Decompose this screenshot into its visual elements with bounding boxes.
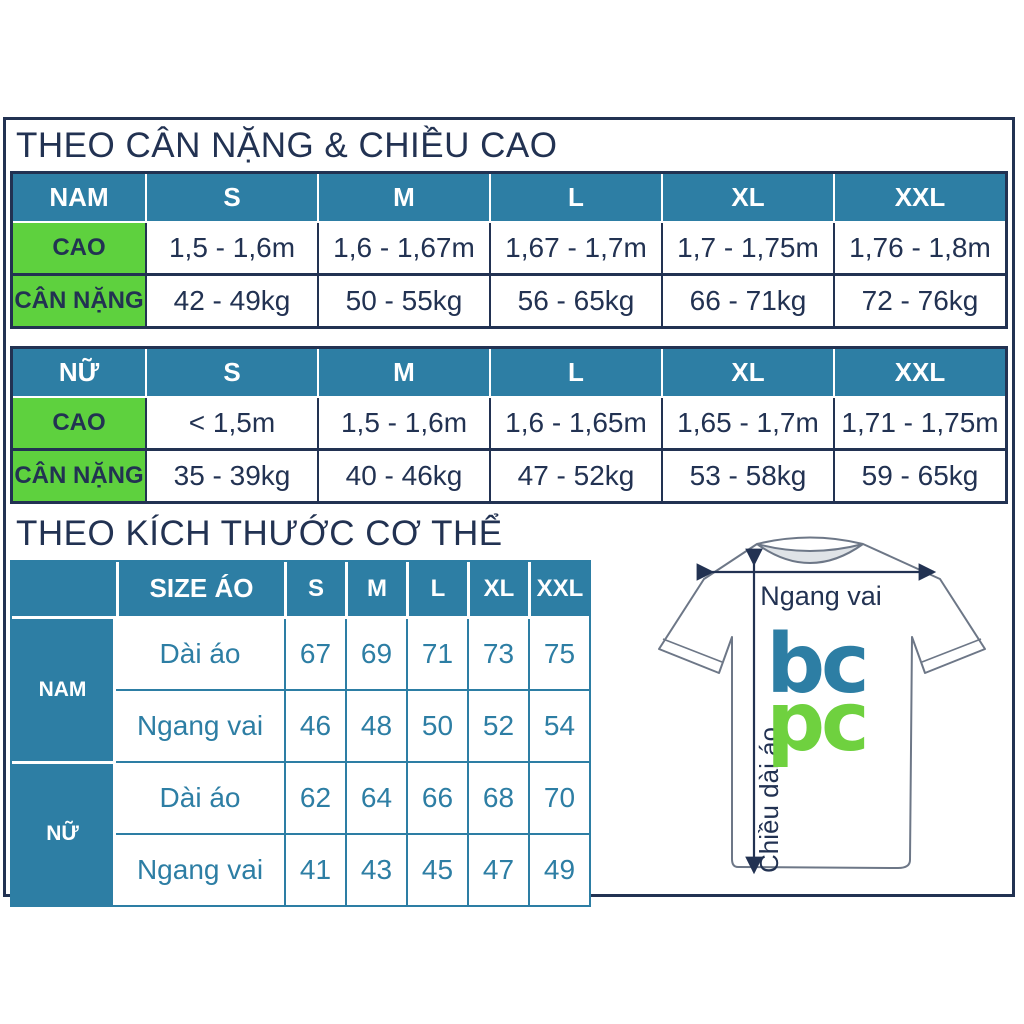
table-row: NAM Dài áo 67 69 71 73 75 [12, 618, 589, 761]
table-row: NỮ Dài áo 62 64 66 68 70 [12, 760, 589, 905]
size-header-cell: XL [467, 561, 528, 619]
value-cell: 43 [345, 832, 406, 905]
value-cell: 75 [528, 618, 589, 689]
tshirt-diagram: Ngang vai Chiều dài áo bc pc [638, 522, 1014, 896]
body-size-table: SIZE ÁO S M L XL XXL NAM Dài áo 67 69 71 73 75 Ngang… [10, 559, 591, 907]
value-cell: 1,7 - 1,75m [661, 223, 833, 274]
value-cell: 73 [467, 618, 528, 689]
size-header-cell: M [317, 174, 489, 224]
section-title-body-size: THEO KÍCH THƯỚC CƠ THỂ [16, 514, 503, 554]
value-cell: 1,6 - 1,65m [489, 398, 661, 449]
value-cell: 68 [467, 760, 528, 833]
bcpc-logo: bc pc [766, 617, 869, 770]
size-header-cell: L [406, 561, 467, 619]
value-cell: 53 - 58kg [661, 448, 833, 502]
value-cell: 66 - 71kg [661, 273, 833, 327]
table-row: CÂN NẶNG 35 - 39kg 40 - 46kg 47 - 52kg 53 - … [13, 448, 1005, 502]
left-cuff-line [662, 638, 723, 663]
value-cell: 1,6 - 1,67m [317, 223, 489, 274]
size-ao-header-cell: SIZE ÁO [116, 561, 284, 619]
value-cell: 67 [284, 618, 345, 689]
value-cell: 42 - 49kg [145, 273, 317, 327]
value-cell: 62 [284, 760, 345, 833]
group-label-cell: NỮ [12, 760, 116, 905]
value-cell: 47 - 52kg [489, 448, 661, 502]
size-header-cell: S [145, 174, 317, 224]
shoulder-label: Ngang vai [760, 581, 882, 611]
value-cell: < 1,5m [145, 398, 317, 449]
size-header-cell: L [489, 174, 661, 224]
measure-label-cell: Dài áo [116, 760, 284, 833]
corner-cell [12, 561, 116, 619]
logo-line-bc: bc [766, 617, 865, 712]
value-cell: 1,65 - 1,7m [661, 398, 833, 449]
length-label: Chiều dài áo [754, 727, 784, 873]
row-label-cell: CAO [13, 223, 145, 274]
value-cell: 1,5 - 1,6m [317, 398, 489, 449]
row-label-cell: CÂN NẶNG [13, 273, 145, 327]
measure-label-cell: Dài áo [159, 637, 241, 669]
size-header-cell: M [345, 561, 406, 619]
size-header-cell: S [284, 561, 345, 619]
size-header-cell: XXL [833, 174, 1005, 224]
size-header-cell: L [489, 349, 661, 399]
value-cell: 50 - 55kg [317, 273, 489, 327]
group-label-cell: NAM [12, 618, 116, 761]
size-header-cell: XXL [833, 349, 1005, 399]
measure-label-cell: Ngang vai [116, 832, 284, 905]
value-cell: 40 - 46kg [317, 448, 489, 502]
value-cell: 49 [528, 832, 589, 905]
size-header-cell: XL [661, 174, 833, 224]
size-chart-panel: THEO CÂN NẶNG & CHIỀU CAO NAM S M L XL XXL CA… [3, 117, 1015, 907]
size-header-cell: S [145, 349, 317, 399]
group-header-cell: NAM [13, 174, 145, 224]
value-cell: 66 [406, 760, 467, 833]
table-row: CAO < 1,5m 1,5 - 1,6m 1,6 - 1,65m 1,65 - 1,7… [13, 398, 1005, 449]
women-height-weight-table: NỮ S M L XL XXL CAO < 1,5m 1,5 - 1,6m 1,6 - 1,65… [10, 346, 1008, 505]
value-cell: 64 [345, 760, 406, 833]
tshirt-illustration: Ngang vai Chiều dài áo bc pc [658, 536, 986, 875]
value-cell: 50 [406, 688, 467, 761]
value-cell: 59 - 65kg [833, 448, 1005, 502]
table-header-row: SIZE ÁO S M L XL XXL [12, 561, 589, 619]
table-header-row: NAM S M L XL XXL [13, 174, 1005, 224]
value-cell: 48 [345, 688, 406, 761]
size-header-cell: XL [661, 349, 833, 399]
row-label-cell: CÂN NẶNG [13, 448, 145, 502]
table-row: Ngang vai 41 43 45 47 49 [12, 832, 589, 905]
table-row: CAO 1,5 - 1,6m 1,6 - 1,67m 1,67 - 1,7m 1,7 -… [13, 223, 1005, 274]
size-header-cell: XXL [528, 561, 589, 619]
collar-icon [756, 543, 864, 564]
value-cell: 45 [406, 832, 467, 905]
table-row: CÂN NẶNG 42 - 49kg 50 - 55kg 56 - 65kg 66 - … [13, 273, 1005, 327]
row-label-cell: CAO [13, 398, 145, 449]
value-cell: 46 [284, 688, 345, 761]
value-cell: 1,67 - 1,7m [489, 223, 661, 274]
table-row: Ngang vai 46 48 50 52 54 [12, 688, 589, 761]
value-cell: 71 [406, 618, 467, 689]
tshirt-outline [658, 536, 986, 869]
value-cell: 69 [345, 618, 406, 689]
value-cell: 1,71 - 1,75m [833, 398, 1005, 449]
value-cell: 72 - 76kg [833, 273, 1005, 327]
measure-label-cell: Ngang vai [116, 688, 284, 761]
men-height-weight-table: NAM S M L XL XXL CAO 1,5 - 1,6m 1,6 - 1,67m 1,67… [10, 171, 1008, 330]
table-header-row: NỮ S M L XL XXL [13, 349, 1005, 399]
value-cell: 56 - 65kg [489, 273, 661, 327]
value-cell: 35 - 39kg [145, 448, 317, 502]
right-cuff-line [921, 638, 982, 663]
logo-line-pc: pc [766, 675, 865, 770]
value-cell: 54 [528, 688, 589, 761]
value-cell: 1,5 - 1,6m [145, 223, 317, 274]
value-cell: 47 [467, 832, 528, 905]
group-header-cell: NỮ [13, 349, 145, 399]
value-cell: 70 [528, 760, 589, 833]
value-cell: 1,76 - 1,8m [833, 223, 1005, 274]
value-cell: 41 [284, 832, 345, 905]
value-cell: 52 [467, 688, 528, 761]
size-header-cell: M [317, 349, 489, 399]
table-gap [6, 329, 1012, 346]
section-title-weight-height: THEO CÂN NẶNG & CHIỀU CAO [16, 126, 558, 165]
